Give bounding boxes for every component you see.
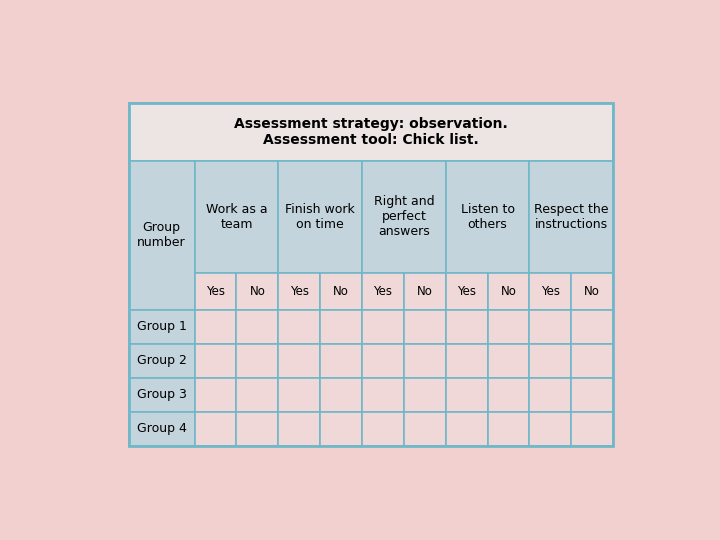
Bar (362, 161, 446, 273)
Bar (487, 412, 529, 446)
Text: No: No (417, 285, 433, 298)
Bar (529, 161, 613, 273)
Bar (446, 273, 487, 309)
Bar (236, 412, 279, 446)
Bar (362, 273, 404, 309)
Bar (571, 309, 613, 344)
Text: Group 3: Group 3 (137, 388, 186, 401)
Text: Respect the
instructions: Respect the instructions (534, 203, 608, 231)
Bar (194, 309, 236, 344)
Text: Group 4: Group 4 (137, 422, 186, 435)
Text: Yes: Yes (457, 285, 476, 298)
Bar (129, 103, 613, 446)
Bar (194, 378, 236, 412)
Bar (279, 309, 320, 344)
Text: Yes: Yes (206, 285, 225, 298)
Bar (236, 378, 279, 412)
Text: Right and
perfect
answers: Right and perfect answers (374, 195, 434, 238)
Text: Finish work
on time: Finish work on time (285, 203, 355, 231)
Bar (279, 161, 362, 273)
Bar (129, 378, 194, 412)
Bar (529, 309, 571, 344)
Bar (279, 378, 320, 412)
Bar (320, 273, 362, 309)
Bar (404, 309, 446, 344)
Bar (446, 412, 487, 446)
Bar (404, 378, 446, 412)
Bar (129, 161, 194, 309)
Text: Group 1: Group 1 (137, 320, 186, 333)
Bar (571, 378, 613, 412)
Bar (129, 309, 194, 344)
Text: Assessment strategy: observation.
Assessment tool: Chick list.: Assessment strategy: observation. Assess… (234, 117, 508, 147)
Bar (362, 344, 404, 378)
Text: No: No (249, 285, 266, 298)
Bar (487, 344, 529, 378)
Bar (446, 309, 487, 344)
Text: No: No (500, 285, 516, 298)
Bar (236, 273, 279, 309)
Bar (529, 378, 571, 412)
Text: Work as a
team: Work as a team (206, 203, 267, 231)
Bar (529, 344, 571, 378)
Text: Yes: Yes (541, 285, 560, 298)
Text: No: No (333, 285, 349, 298)
Bar (362, 378, 404, 412)
Bar (529, 273, 571, 309)
Bar (404, 344, 446, 378)
Bar (404, 412, 446, 446)
Text: Yes: Yes (374, 285, 392, 298)
Bar (194, 344, 236, 378)
Text: Listen to
others: Listen to others (461, 203, 515, 231)
Bar (194, 161, 279, 273)
Bar (320, 309, 362, 344)
Bar (279, 344, 320, 378)
Bar (487, 309, 529, 344)
Bar (129, 412, 194, 446)
Bar (320, 378, 362, 412)
Text: Yes: Yes (289, 285, 309, 298)
Bar (529, 412, 571, 446)
Bar (129, 103, 613, 161)
Bar (279, 273, 320, 309)
Bar (487, 378, 529, 412)
Bar (320, 412, 362, 446)
Bar (194, 412, 236, 446)
Text: Group 2: Group 2 (137, 354, 186, 367)
Bar (571, 412, 613, 446)
Text: No: No (584, 285, 600, 298)
Bar (129, 344, 194, 378)
Bar (571, 344, 613, 378)
Bar (194, 273, 236, 309)
Bar (487, 273, 529, 309)
Bar (446, 161, 529, 273)
Bar (362, 412, 404, 446)
Bar (446, 378, 487, 412)
Bar (236, 309, 279, 344)
Bar (446, 344, 487, 378)
Bar (279, 412, 320, 446)
Bar (236, 344, 279, 378)
Bar (571, 273, 613, 309)
Bar (404, 273, 446, 309)
Bar (362, 309, 404, 344)
Bar (320, 344, 362, 378)
Text: Group
number: Group number (138, 221, 186, 249)
